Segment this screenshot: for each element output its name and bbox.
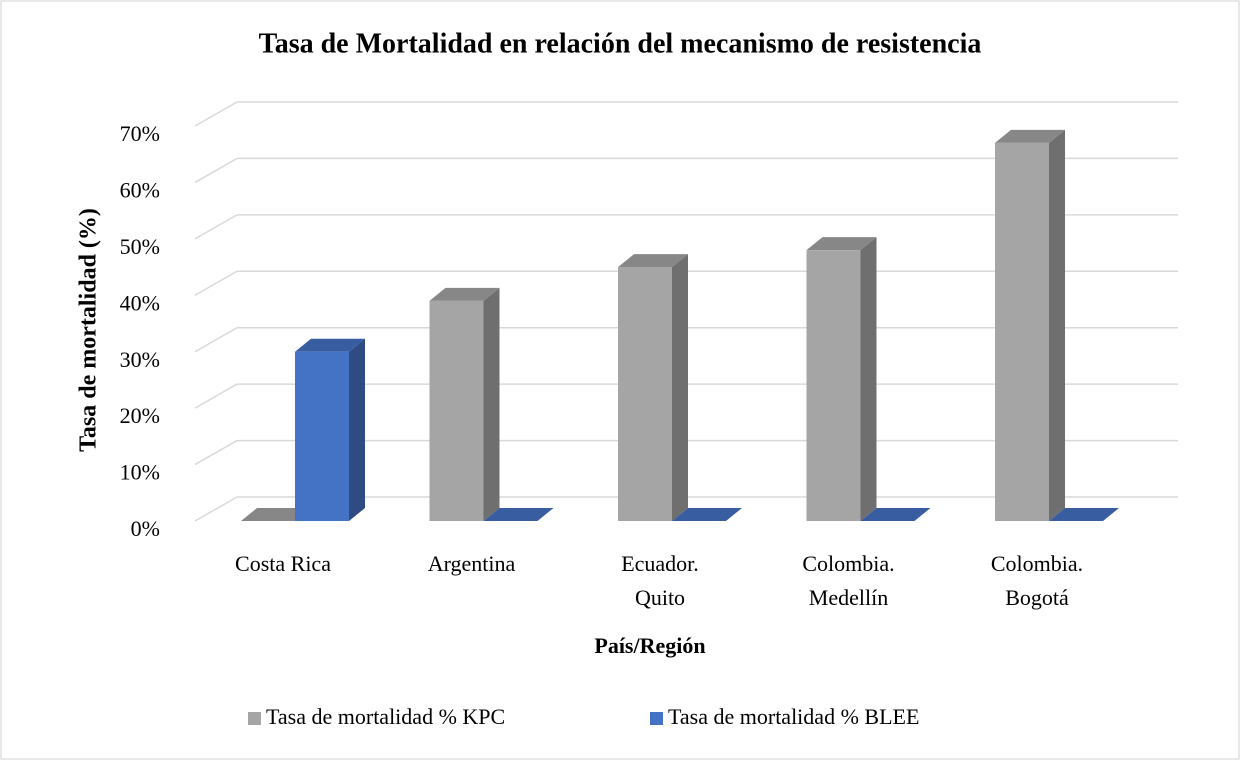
legend-swatch	[650, 712, 663, 725]
grid-line-side	[194, 101, 238, 127]
bar	[429, 287, 500, 521]
bar-top	[618, 254, 688, 268]
y-tick-label: 0%	[131, 516, 160, 541]
y-tick-label: 30%	[120, 347, 160, 372]
bar	[483, 508, 554, 521]
chart-title: Tasa de Mortalidad en relación del mecan…	[259, 28, 982, 59]
grid-line-side	[194, 383, 238, 409]
bar-top	[806, 237, 877, 251]
bar-top	[429, 287, 500, 301]
bar	[1049, 508, 1119, 521]
bar-front	[995, 142, 1049, 521]
bar-top	[860, 508, 931, 521]
bar	[241, 508, 311, 521]
bar-front	[295, 351, 349, 521]
bar-top	[672, 508, 742, 521]
y-tick-label: 40%	[120, 290, 160, 315]
x-tick-label: Colombia.	[991, 551, 1083, 576]
bar	[618, 254, 688, 522]
x-tick-label: Costa Rica	[235, 551, 331, 576]
bar	[806, 237, 877, 521]
grid-line-side	[194, 496, 238, 522]
grid-line-side	[194, 214, 238, 240]
x-tick-label: Bogotá	[1005, 585, 1069, 610]
bar-front	[806, 250, 861, 521]
bar	[672, 508, 742, 521]
x-tick-label: Argentina	[428, 551, 516, 576]
y-tick-label: 10%	[120, 460, 160, 485]
bar-top	[1049, 508, 1119, 521]
y-tick-label: 70%	[120, 121, 160, 146]
x-tick-label: Quito	[635, 585, 685, 610]
bar-side	[860, 237, 877, 521]
grid-line-side	[194, 157, 238, 184]
bar-top	[995, 129, 1065, 143]
legend-label: Tasa de mortalidad % KPC	[266, 704, 505, 729]
x-tick-label: Ecuador.	[621, 551, 699, 576]
bar-front	[618, 267, 672, 521]
y-axis-title: Tasa de mortalidad (%)	[76, 208, 102, 452]
bar	[295, 338, 365, 521]
grid-line-side	[194, 327, 238, 353]
legend-label: Tasa de mortalidad % BLEE	[668, 704, 919, 729]
x-tick-label: Colombia.	[802, 551, 894, 576]
x-tick-label: Medellín	[809, 585, 888, 610]
y-tick-label: 20%	[120, 403, 160, 428]
grid-line-side	[194, 270, 238, 296]
bar-top	[241, 508, 311, 521]
x-axis-title: País/Región	[594, 633, 705, 658]
bar-top	[483, 508, 554, 521]
bar-side	[1049, 129, 1065, 521]
bar-front	[429, 300, 484, 521]
bar-top	[295, 338, 365, 352]
bar-side	[349, 338, 365, 521]
bar	[995, 129, 1065, 521]
y-tick-label: 60%	[120, 177, 160, 202]
y-tick-label: 50%	[120, 234, 160, 259]
bar	[860, 508, 931, 521]
bar-side	[672, 254, 688, 522]
bar-side	[483, 287, 500, 521]
grid-line-side	[194, 439, 238, 466]
legend-swatch	[248, 712, 261, 725]
